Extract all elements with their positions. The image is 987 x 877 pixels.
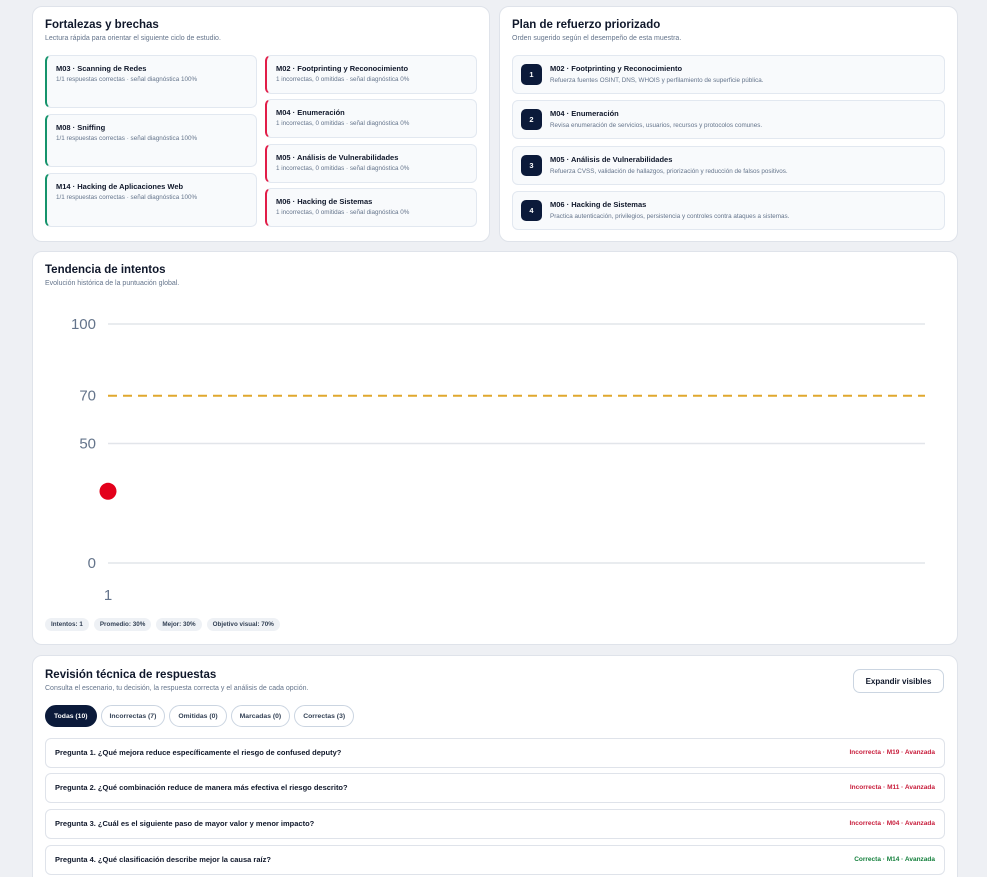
plan-item: 1 M02 · Footprinting y Reconocimiento Re… [512,55,945,94]
gap-title: M04 · Enumeración [276,108,345,117]
y-tick-label: 100 [71,316,96,333]
review-title: Revisión técnica de respuestas [45,669,217,681]
trend-subtitle: Evolución histórica de la puntuación glo… [45,280,180,287]
trend-title: Tendencia de intentos [45,264,166,276]
tab-correct[interactable]: Correctas (3) [294,705,355,727]
plan-title: Plan de refuerzo priorizado [512,19,661,31]
plan-item-title: M05 · Análisis de Vulnerabilidades [550,155,673,164]
question-status: Incorrecta · M11 · Avanzada [849,784,935,791]
y-tick-label: 0 [88,555,96,572]
strength-item: M03 · Scanning de Redes 1/1 respuestas c… [45,55,257,108]
trend-stats: Intentos: 1 Promedio: 30% Mejor: 30% Obj… [45,618,280,631]
strengths-gaps-card: Fortalezas y brechas Lectura rápida para… [32,6,490,242]
plan-item-detail: Refuerza CVSS, validación de hallazgos, … [550,168,788,175]
gap-detail: 1 incorrectas, 0 omitidas · señal diagnó… [276,209,410,216]
tab-marked[interactable]: Marcadas (0) [230,705,291,727]
plan-item-detail: Practica autenticación, privilegios, per… [550,213,790,220]
gap-title: M02 · Footprinting y Reconocimiento [276,64,409,73]
x-tick-label: 1 [104,587,112,604]
strength-detail: 1/1 respuestas correctas · señal diagnós… [56,194,198,201]
question-row[interactable]: Pregunta 2. ¿Qué combinación reduce de m… [45,773,945,803]
review-filter-tabs: Todas (10) Incorrectas (7) Omitidas (0) … [45,705,355,727]
gap-item: M06 · Hacking de Sistemas 1 incorrectas,… [265,188,477,227]
question-text: Pregunta 4. ¿Qué clasificación describe … [55,855,271,864]
strengths-gaps-title: Fortalezas y brechas [45,19,159,31]
question-row[interactable]: Pregunta 3. ¿Cuál es el siguiente paso d… [45,809,945,839]
plan-item: 2 M04 · Enumeración Revisa enumeración d… [512,100,945,139]
review-subtitle: Consulta el escenario, tu decisión, la r… [45,685,309,692]
average-pill: Promedio: 30% [93,618,152,631]
strength-title: M03 · Scanning de Redes [56,64,147,73]
strength-title: M08 · Sniffing [56,123,106,132]
strength-title: M14 · Hacking de Aplicaciones Web [56,182,184,191]
question-text: Pregunta 3. ¿Cuál es el siguiente paso d… [55,819,315,828]
question-status: Incorrecta · M04 · Avanzada [849,820,936,827]
plan-item-title: M06 · Hacking de Sistemas [550,200,647,209]
question-text: Pregunta 2. ¿Qué combinación reduce de m… [55,783,348,792]
attempts-pill: Intentos: 1 [45,618,89,631]
gap-detail: 1 incorrectas, 0 omitidas · señal diagnó… [276,76,410,83]
question-text: Pregunta 1. ¿Qué mejora reduce específic… [55,748,342,757]
trend-chart: 0 50 70 100 1 [71,316,925,604]
strength-item: M14 · Hacking de Aplicaciones Web 1/1 re… [45,173,257,227]
target-pill: Objetivo visual: 70% [206,618,280,631]
gap-item: M02 · Footprinting y Reconocimiento 1 in… [265,55,477,94]
question-row[interactable]: Pregunta 1. ¿Qué mejora reduce específic… [45,738,945,768]
plan-subtitle: Orden sugerido según el desempeño de est… [512,35,682,42]
plan-item-detail: Refuerza fuentes OSINT, DNS, WHOIS y per… [550,77,764,84]
plan-item: 3 M05 · Análisis de Vulnerabilidades Ref… [512,146,945,185]
y-tick-label: 50 [79,436,96,453]
plan-item-number: 2 [521,109,542,130]
strength-detail: 1/1 respuestas correctas · señal diagnós… [56,76,198,83]
gap-detail: 1 incorrectas, 0 omitidas · señal diagnó… [276,120,410,127]
plan-item: 4 M06 · Hacking de Sistemas Practica aut… [512,191,945,230]
gap-item: M04 · Enumeración 1 incorrectas, 0 omiti… [265,99,477,138]
strength-item: M08 · Sniffing 1/1 respuestas correctas … [45,114,257,167]
strengths-gaps-subtitle: Lectura rápida para orientar el siguient… [45,35,221,42]
y-tick-label: 70 [79,388,96,405]
plan-item-number: 3 [521,155,542,176]
gap-detail: 1 incorrectas, 0 omitidas · señal diagnó… [276,165,410,172]
best-pill: Mejor: 30% [156,618,202,631]
gap-title: M06 · Hacking de Sistemas [276,197,373,206]
question-status: Incorrecta · M19 · Avanzada [849,749,936,756]
attempts-trend-card: Tendencia de intentos Evolución históric… [32,251,958,645]
expand-visible-button[interactable]: Expandir visibles [853,669,944,693]
plan-item-number: 1 [521,64,542,85]
question-status: Correcta · M14 · Avanzada [854,856,935,863]
strength-detail: 1/1 respuestas correctas · señal diagnós… [56,135,198,142]
tab-omitted[interactable]: Omitidas (0) [169,705,227,727]
tab-all[interactable]: Todas (10) [45,705,97,727]
reinforcement-plan-card: Plan de refuerzo priorizado Orden sugeri… [499,6,958,242]
plan-item-number: 4 [521,200,542,221]
answers-review-card: Revisión técnica de respuestas Consulta … [32,655,958,877]
plan-item-title: M04 · Enumeración [550,109,619,118]
question-row[interactable]: Pregunta 4. ¿Qué clasificación describe … [45,845,945,875]
data-point [99,482,117,500]
plan-item-title: M02 · Footprinting y Reconocimiento [550,64,683,73]
gap-title: M05 · Análisis de Vulnerabilidades [276,153,399,162]
plan-item-detail: Revisa enumeración de servicios, usuario… [550,122,763,129]
tab-incorrect[interactable]: Incorrectas (7) [100,705,166,727]
gap-item: M05 · Análisis de Vulnerabilidades 1 inc… [265,144,477,183]
